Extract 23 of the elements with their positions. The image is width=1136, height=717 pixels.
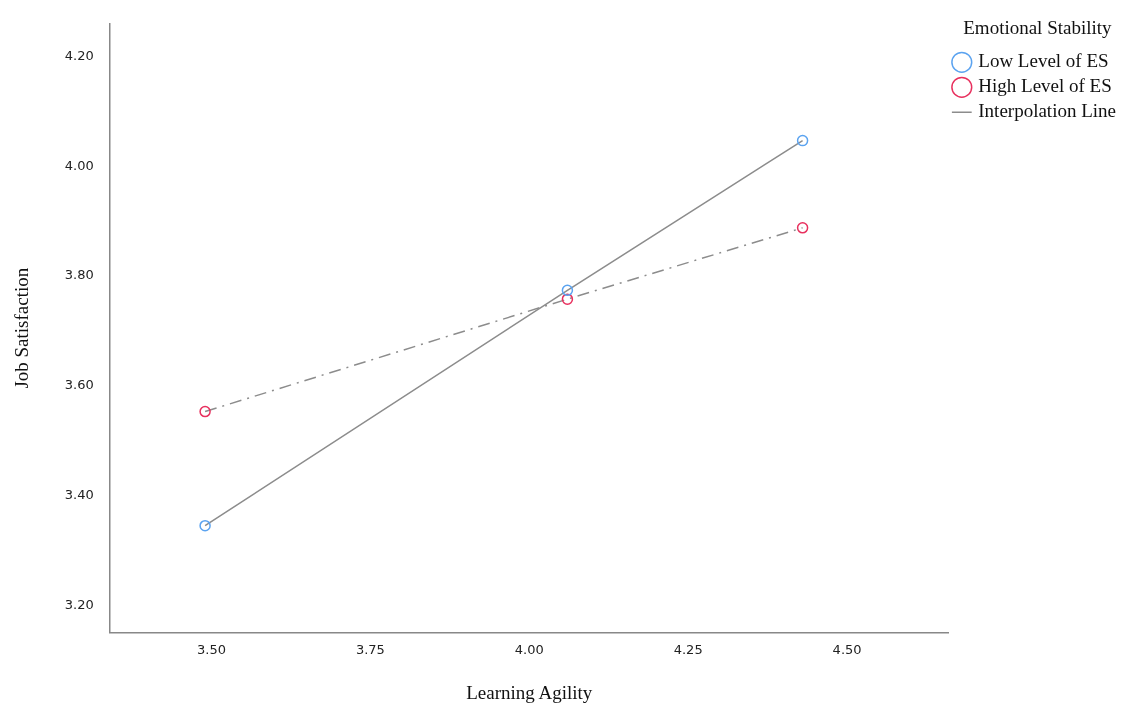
x-tick-label: 4.50	[832, 641, 862, 657]
legend-label: High Level of ES	[978, 75, 1112, 97]
x-tick-label: 3.50	[196, 641, 226, 657]
legend-label: Interpolation Line	[978, 100, 1117, 122]
point	[561, 284, 574, 297]
y-tick-label: 3.40	[64, 486, 94, 502]
point	[199, 405, 211, 418]
legend-label: Low Level of ES	[978, 50, 1109, 72]
y-tick-label: 3.60	[64, 377, 94, 393]
y-axis-title: Job Satisfaction	[11, 267, 33, 389]
x-tick-label: 4.25	[673, 641, 703, 657]
point	[199, 519, 211, 532]
y-tick-label: 3.80	[64, 267, 94, 283]
point	[561, 293, 574, 305]
x-tick-label: 4.00	[514, 641, 544, 657]
y-tick-label: 4.20	[64, 48, 94, 64]
point	[796, 134, 809, 147]
legend-title: Emotional Stability	[963, 17, 1113, 39]
point	[796, 222, 809, 234]
x-tick-label: 3.75	[355, 641, 385, 657]
y-tick-label: 3.20	[64, 596, 94, 612]
y-tick-label: 4.00	[64, 157, 94, 173]
x-axis-title: Learning Agility	[466, 681, 593, 703]
